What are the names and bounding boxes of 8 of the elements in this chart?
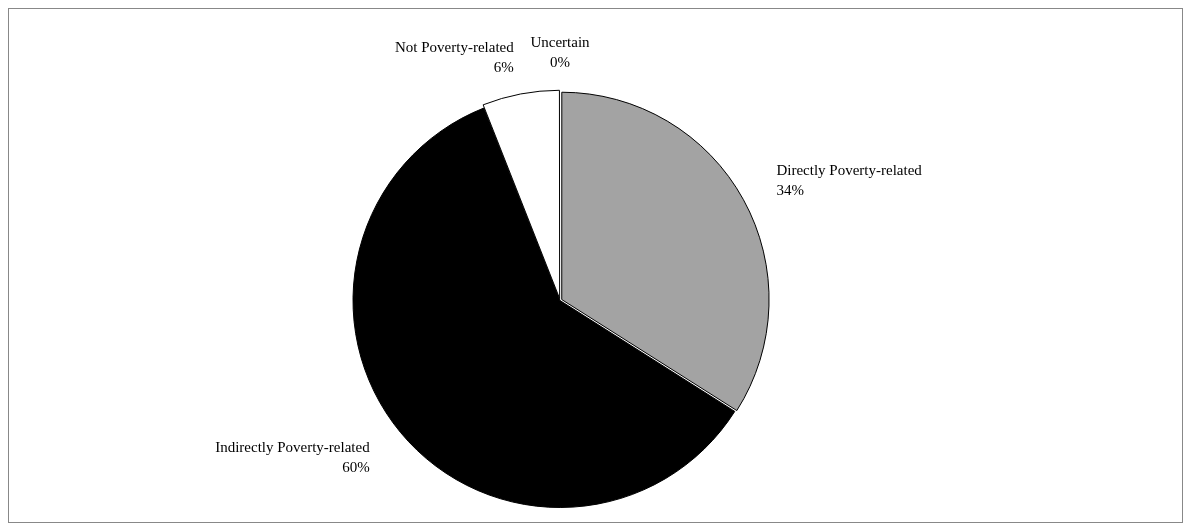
slice-label: Indirectly Poverty-related (215, 438, 371, 455)
slice-label: Directly Poverty-related (776, 162, 923, 179)
data-label: 6% (493, 58, 514, 75)
data-label: 34% (776, 182, 804, 199)
category-label: Uncertain (530, 34, 590, 51)
data-label: 60% (342, 458, 370, 475)
slice-label: Not Poverty-related (395, 38, 515, 55)
text: 0% (550, 54, 570, 71)
